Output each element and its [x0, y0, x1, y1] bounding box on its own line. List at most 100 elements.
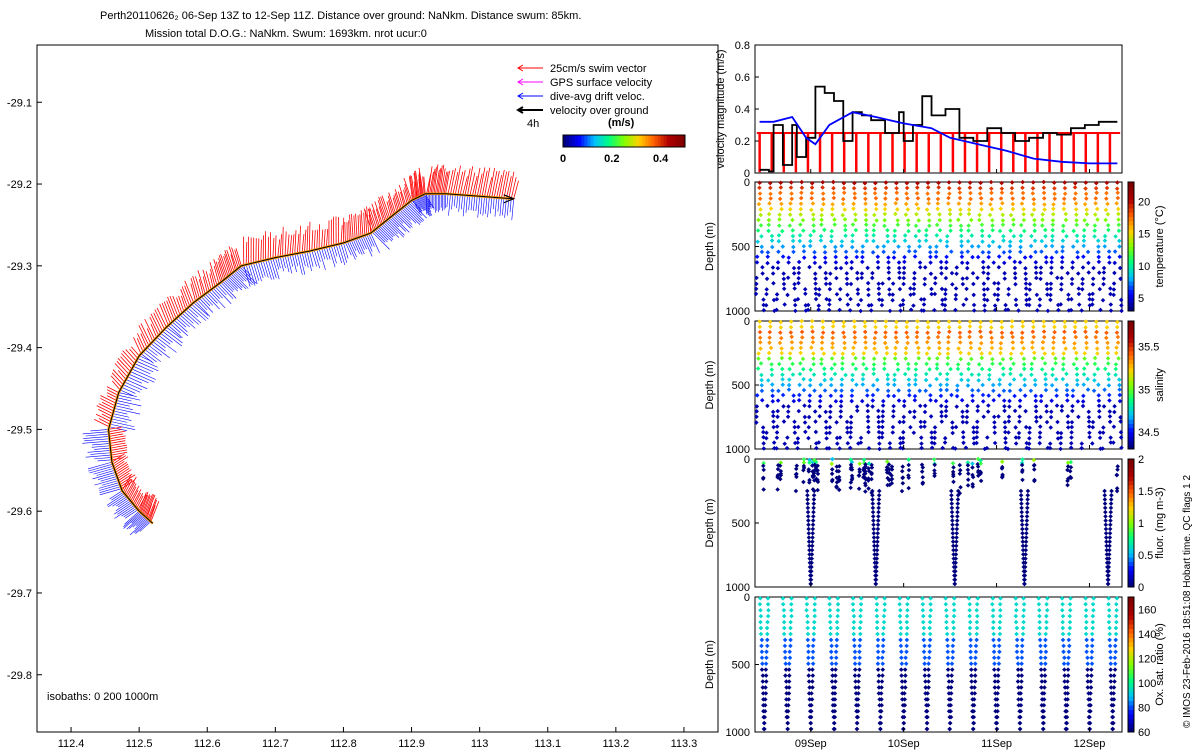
oxygen-point: [997, 619, 1003, 625]
salinity-point: [829, 376, 834, 382]
drift-vector: [175, 318, 187, 328]
drift-vector: [347, 241, 356, 260]
salinity-point: [922, 419, 927, 425]
temperature-point: [1102, 233, 1108, 239]
salinity-point: [798, 340, 804, 345]
salinity-point: [1091, 388, 1097, 394]
salinity-point: [999, 325, 1005, 330]
temperature-point: [906, 228, 911, 234]
temperature-point: [960, 281, 966, 287]
salinity-point: [1097, 414, 1102, 420]
salinity-colorbar-cell: [1128, 414, 1134, 420]
salinity-point: [789, 340, 795, 345]
oxygen-point: [788, 637, 793, 643]
oxygen-point: [805, 619, 810, 625]
salinity-point: [1061, 362, 1066, 367]
salinity-point: [934, 366, 940, 371]
temperature-point: [1086, 270, 1091, 275]
drift-vector: [371, 231, 390, 250]
salinity-point: [866, 445, 872, 451]
fluor-point: [957, 462, 963, 468]
oxygen-point: [855, 703, 861, 708]
salinity-point: [883, 334, 888, 340]
drift-vector: [343, 242, 349, 259]
temperature-point: [956, 201, 962, 206]
salinity-point: [1114, 330, 1120, 335]
swim-vector: [344, 221, 346, 243]
temperature-point: [887, 292, 892, 297]
salinity-point: [1050, 366, 1055, 372]
temperature-point: [796, 270, 802, 276]
salinity-point: [949, 392, 954, 398]
temperature-point: [1094, 206, 1100, 212]
fluor-point: [1020, 467, 1025, 473]
salinity-point: [915, 319, 920, 324]
salinity-point: [1064, 387, 1070, 393]
salinity-point: [778, 335, 784, 341]
temperature-point: [925, 180, 931, 186]
salinity-point: [767, 319, 773, 325]
salinity-point: [845, 430, 850, 435]
oxygen-point: [1016, 673, 1021, 678]
salinity-point: [885, 382, 891, 387]
swim-vector: [109, 435, 126, 440]
fluor-colorbar-cell: [1128, 523, 1134, 528]
temperature-point: [873, 206, 879, 212]
temperature-point: [990, 218, 995, 223]
oxygen-point: [852, 673, 858, 678]
temperature-point: [1022, 255, 1028, 260]
temperature-point: [1114, 186, 1120, 191]
temperature-point: [904, 191, 909, 196]
temperature-colorbar-cell: [1128, 285, 1134, 290]
salinity-ylabel: Depth (m): [704, 361, 716, 410]
salinity-point: [1033, 382, 1038, 388]
oxygen-point: [851, 625, 856, 631]
swim-vector: [359, 214, 362, 237]
drift-vector: [360, 236, 367, 250]
drift-vector: [90, 452, 111, 455]
swim-vector: [430, 168, 436, 194]
legend-label: velocity over ground: [550, 105, 648, 117]
temperature-point: [1073, 191, 1078, 196]
salinity-point: [811, 372, 817, 377]
salinity-point: [965, 377, 971, 383]
swim-vector: [433, 164, 439, 194]
temperature-point: [1119, 308, 1124, 314]
salinity-colorbar-cell: [1128, 385, 1134, 390]
fluor-point: [1024, 526, 1029, 532]
oxygen-point: [921, 631, 926, 637]
fluor-point: [900, 475, 905, 481]
oxygen-point: [1019, 661, 1024, 666]
oxygen-point: [785, 726, 790, 732]
swim-vector: [372, 209, 379, 228]
swim-vector: [474, 167, 481, 197]
oxygen-point: [758, 607, 763, 613]
temperature-point: [833, 254, 838, 260]
salinity-point: [885, 376, 891, 382]
swim-vector: [109, 437, 126, 442]
salinity-point: [991, 397, 996, 403]
drift-vector: [133, 366, 151, 375]
salinity-point: [839, 366, 845, 372]
temperature-point: [800, 218, 806, 223]
oxygen-point: [876, 679, 881, 684]
temperature-point: [1087, 292, 1092, 297]
oxygen-point: [880, 667, 886, 672]
salinity-point: [1104, 330, 1109, 335]
salinity-point: [1065, 413, 1071, 419]
temperature-point: [855, 291, 861, 297]
salinity-point: [912, 393, 918, 399]
drift-vector: [115, 497, 129, 507]
temperature-point: [922, 282, 927, 287]
swim-vector: [304, 229, 307, 253]
temperature-point: [1101, 276, 1106, 281]
swim-vector: [282, 226, 284, 257]
oxygen-point: [766, 607, 771, 613]
oxygen-point: [880, 643, 886, 649]
salinity-point: [779, 366, 785, 372]
salinity-point: [1106, 371, 1111, 377]
temperature-point: [860, 259, 865, 265]
temperature-point: [1104, 185, 1110, 191]
swim-vector: [138, 492, 147, 512]
map-colorbar-cell: [617, 135, 622, 147]
